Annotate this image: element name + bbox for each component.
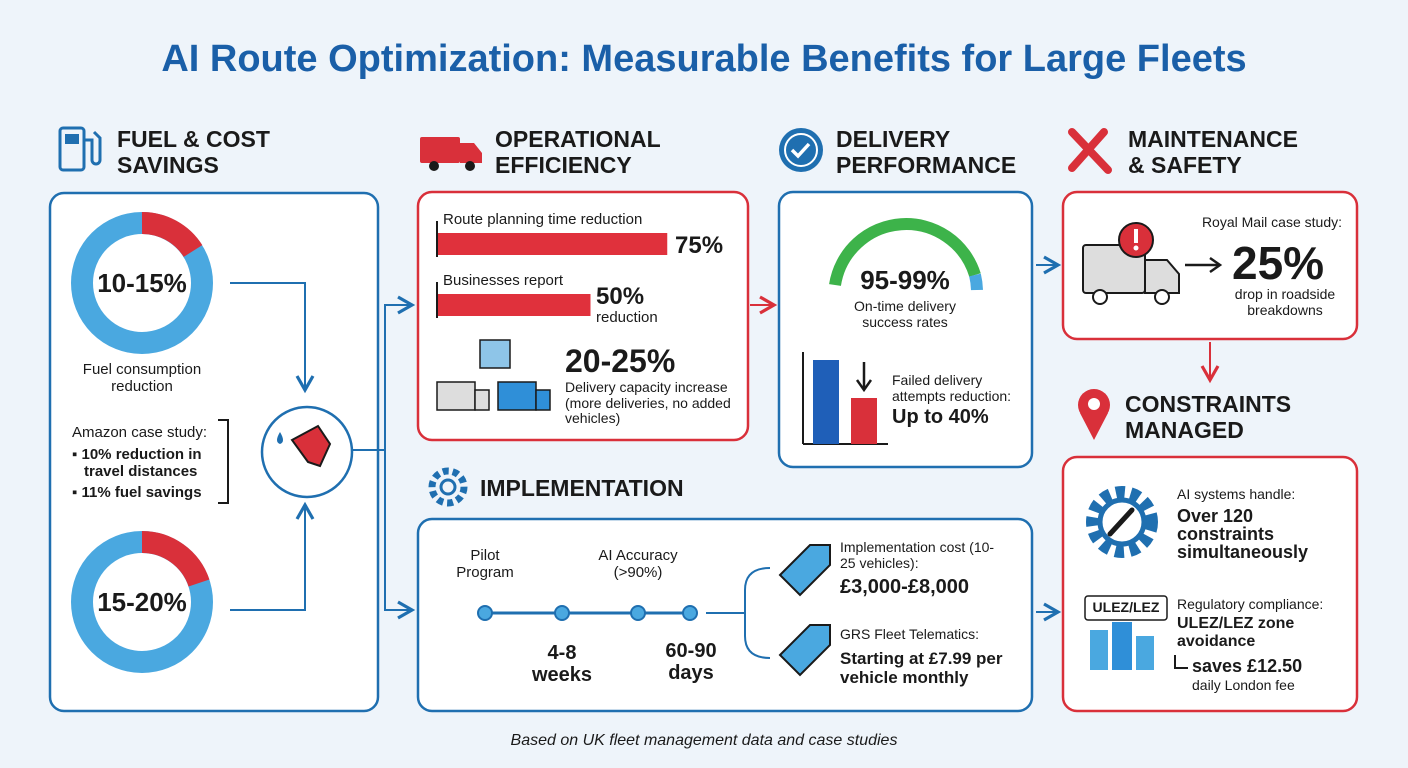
label: Failed delivery attempts reduction: (892, 372, 1012, 404)
heading: FUEL & COST SAVINGS (117, 126, 270, 178)
duration: 60-90 days (665, 640, 717, 685)
stat: 95-99% (860, 265, 950, 295)
stat: 10-15% (97, 268, 187, 298)
stat: Over 120 constraints simultaneously (1177, 506, 1309, 562)
icons (58, 126, 1188, 677)
label: AI systems handle: (1177, 486, 1296, 502)
stat: Starting at £7.99 per vehicle monthly (840, 649, 1003, 688)
label: Royal Mail case study: (1201, 214, 1342, 230)
value-label: 50% (596, 283, 645, 310)
value-label: 75% (675, 232, 724, 259)
label: Delivery capacity increase (more deliver… (565, 379, 731, 427)
heading: CONSTRAINTS MANAGED (1125, 391, 1292, 443)
stat: 15-20% (97, 587, 187, 617)
bars (436, 221, 668, 318)
note: reduction (596, 309, 658, 326)
heading: IMPLEMENTATION (480, 475, 684, 501)
milestone: AI Accuracy (>90%) (598, 547, 678, 581)
stat: 25% (1232, 237, 1325, 289)
label: daily London fee (1192, 677, 1295, 693)
bar-label: Route planning time reduction (443, 211, 643, 228)
bullet: ▪ 11% fuel savings (72, 484, 202, 501)
stat: saves £12.50 (1192, 656, 1303, 676)
bar-label: Businesses report (443, 272, 564, 289)
label: drop in roadside breakdowns (1234, 286, 1336, 318)
badge: ULEZ/LEZ (1092, 599, 1160, 615)
duration: 4-8 weeks (531, 642, 593, 687)
footer: Based on UK fleet management data and ca… (510, 732, 898, 749)
heading: DELIVERY PERFORMANCE (836, 126, 1017, 178)
milestone: Pilot Program (456, 547, 514, 581)
stat: Up to 40% (892, 406, 989, 428)
bar (437, 294, 591, 316)
stat: ULEZ/LEZ zone avoidance (1177, 615, 1295, 650)
bar (437, 233, 668, 255)
bullet-text: 11% fuel savings (81, 484, 202, 501)
label: Implementation cost (10-25 vehicles): (840, 539, 995, 571)
heading: MAINTENANCE & SAFETY (1128, 126, 1298, 178)
stat: 20-25% (565, 343, 676, 379)
label: Fuel consumption reduction (82, 361, 202, 395)
bullet: ▪ 10% reduction in travel distances (72, 446, 202, 480)
label: GRS Fleet Telematics: (840, 626, 980, 642)
label: On-time delivery success rates (854, 298, 956, 330)
bullet-text: 10% reduction in travel distances (81, 446, 202, 480)
stat: £3,000-£8,000 (840, 576, 970, 598)
title: AI Route Optimization: Measurable Benefi… (161, 38, 1247, 80)
heading: OPERATIONAL EFFICIENCY (495, 126, 661, 178)
connectors (218, 255, 1223, 622)
label: Regulatory compliance: (1177, 596, 1324, 612)
panels (48, 190, 1359, 713)
label: Amazon case study: (72, 424, 208, 441)
